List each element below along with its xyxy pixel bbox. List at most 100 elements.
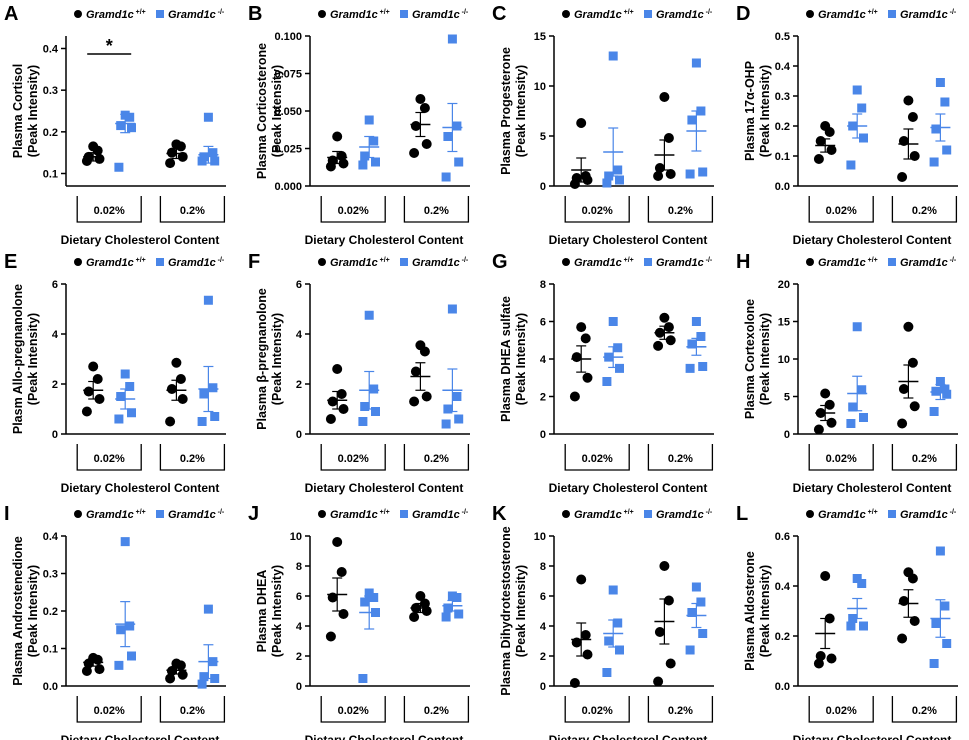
y-axis-label-line1: Plasma Progesterone (499, 47, 513, 175)
panel-f: F Gramd1c +/+ Gramd1c -/- 0 2 4 6 Plasma β-preg… (248, 251, 470, 495)
group-bracket (159, 196, 226, 223)
data-point-ko-2 (935, 377, 945, 386)
data-point-ko-2 (685, 169, 695, 179)
data-point-wt-1 (826, 145, 837, 155)
y-tick-label: 8 (540, 279, 546, 291)
group-label: 0.2% (668, 205, 693, 217)
data-point-ko-1 (127, 123, 136, 133)
x-axis-title: Dietary Cholesterol Content (793, 481, 952, 495)
panel-letter: E (4, 251, 17, 273)
y-tick-label: 0.1 (43, 169, 58, 181)
group-bracket (647, 196, 714, 223)
panel-j: J Gramd1c +/+ Gramd1c -/- 0 2 4 6 8 10 Plasma DHE… (248, 503, 470, 740)
group-bracket (76, 696, 142, 723)
legend: Gramd1c +/+ Gramd1c -/- (562, 509, 713, 521)
x-axis-title: Dietary Cholesterol Content (305, 733, 464, 740)
y-tick-label: 0.2 (43, 127, 58, 139)
data-point-ko-2 (687, 339, 697, 349)
y-axis-label: Plasma β-pregnanolone(Peak Intensity) (255, 288, 284, 430)
significance-label: * (106, 36, 113, 56)
x-axis-title: Dietary Cholesterol Content (61, 733, 220, 740)
y-tick-label: 0 (784, 429, 790, 441)
y-axis-label: Plasma Progesterone(Peak Intensity) (499, 47, 528, 175)
data-point-ko-2 (691, 58, 701, 68)
y-tick-label: 2 (540, 651, 546, 663)
legend: Gramd1c +/+ Gramd1c -/- (318, 257, 469, 269)
data-point-wt-1 (327, 396, 338, 407)
group-label: 0.02% (94, 453, 125, 465)
legend-ko-marker (888, 510, 896, 518)
y-axis-label-line2: (Peak Intensity) (514, 313, 528, 405)
data-point-wt-1 (815, 136, 826, 146)
group-label: 0.2% (912, 205, 937, 217)
data-point-ko-2 (443, 132, 453, 141)
data-point-ko-1 (857, 579, 867, 588)
y-axis-label: Plasma Corticosterone(Peak Intensity) (255, 43, 284, 179)
data-point-ko-1 (127, 408, 136, 418)
legend: Gramd1c +/+ Gramd1c -/- (562, 9, 713, 21)
y-tick-label: 0 (52, 429, 58, 441)
y-axis-label-line2: (Peak Intensity) (270, 313, 284, 405)
group-bracket (564, 696, 630, 723)
y-tick-label: 4 (540, 621, 547, 633)
y-axis-label-line2: (Peak Intensity) (270, 565, 284, 657)
group-bracket (808, 196, 874, 223)
data-point-wt-2 (415, 94, 426, 104)
group-bracket (403, 444, 470, 471)
data-point-ko-1 (613, 343, 623, 353)
data-point-ko-2 (447, 304, 457, 314)
data-point-ko-2 (942, 639, 952, 648)
group-bracket (159, 444, 226, 471)
y-axis-label-line2: (Peak Intensity) (26, 565, 40, 657)
y-axis-label: Plasma 17α-OHP(Peak Intensity) (743, 61, 772, 161)
data-point-ko-1 (846, 621, 856, 631)
data-point-ko-2 (942, 145, 952, 155)
y-axis-label: Plasma Androstenedione(Peak Intensity) (11, 536, 40, 686)
legend-wt-label: Gramd1c +/+ (818, 9, 878, 21)
data-point-wt-1 (92, 374, 103, 384)
x-axis-title: Dietary Cholesterol Content (549, 481, 708, 495)
legend: Gramd1c +/+ Gramd1c -/- (74, 257, 225, 269)
y-tick-label: 6 (52, 279, 58, 291)
data-point-wt-2 (171, 357, 182, 368)
data-point-ko-1 (604, 636, 614, 646)
legend-ko-label: Gramd1c -/- (168, 257, 225, 269)
data-point-wt-2 (665, 335, 676, 346)
y-tick-label: 0.2 (775, 121, 790, 133)
data-point-ko-2 (197, 417, 207, 426)
data-point-ko-2 (203, 604, 213, 614)
data-point-wt-2 (663, 322, 674, 333)
data-point-wt-1 (813, 424, 824, 435)
group-label: 0.02% (582, 453, 613, 465)
y-axis-label: Plasma DHEA sulfate(Peak Intensity) (499, 296, 528, 422)
group-bracket (891, 196, 958, 223)
panel-letter: C (492, 3, 506, 25)
data-point-ko-2 (940, 384, 950, 394)
data-point-ko-1 (358, 417, 368, 426)
y-axis-label-line1: Plasma Aldosterone (743, 551, 757, 671)
y-tick-label: 5 (540, 131, 546, 143)
legend-wt-marker (562, 258, 570, 266)
data-point-ko-1 (371, 157, 380, 167)
data-point-ko-2 (443, 603, 453, 613)
data-point-wt-1 (81, 406, 92, 417)
data-point-ko-1 (120, 537, 130, 547)
data-point-ko-2 (452, 392, 462, 401)
data-point-ko-1 (371, 407, 380, 416)
data-point-wt-1 (571, 352, 582, 363)
data-point-wt-2 (903, 321, 914, 332)
panel-letter: G (492, 251, 508, 273)
data-point-wt-1 (580, 171, 591, 181)
data-point-wt-2 (410, 121, 421, 131)
data-point-ko-2 (698, 362, 708, 371)
legend-wt-marker (318, 510, 326, 518)
legend-ko-label: Gramd1c -/- (412, 9, 469, 21)
data-point-wt-1 (826, 653, 837, 664)
data-point-wt-1 (582, 649, 593, 660)
y-tick-label: 6 (540, 317, 546, 329)
legend-ko-marker (644, 10, 652, 18)
group-bracket (320, 444, 386, 471)
data-point-ko-2 (696, 597, 706, 607)
legend-wt-label: Gramd1c +/+ (818, 257, 878, 269)
panel-letter: D (736, 3, 750, 25)
